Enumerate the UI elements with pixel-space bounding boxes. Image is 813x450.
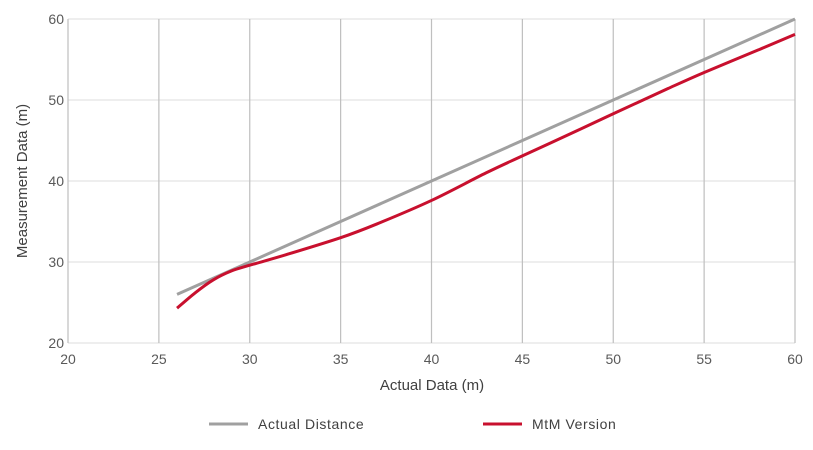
legend-label-actual-distance: Actual Distance bbox=[258, 416, 364, 432]
x-tick-label-3: 35 bbox=[333, 351, 349, 367]
x-axis-ticks: 20 25 30 35 40 45 50 55 60 bbox=[60, 351, 803, 367]
x-tick-label-5: 45 bbox=[515, 351, 531, 367]
series-line-actual-distance bbox=[176, 17, 796, 296]
x-tick-label-2: 30 bbox=[242, 351, 258, 367]
x-tick-label-0: 20 bbox=[60, 351, 76, 367]
x-tick-label-7: 55 bbox=[696, 351, 712, 367]
y-tick-label-1: 30 bbox=[48, 254, 64, 270]
y-tick-label-2: 40 bbox=[48, 173, 64, 189]
plot-series bbox=[176, 17, 796, 310]
y-tick-label-4: 60 bbox=[48, 11, 64, 27]
y-tick-label-0: 20 bbox=[48, 335, 64, 351]
y-axis-title: Measurement Data (m) bbox=[14, 104, 31, 258]
x-tick-label-4: 40 bbox=[424, 351, 440, 367]
x-tick-label-1: 25 bbox=[151, 351, 167, 367]
y-tick-label-3: 50 bbox=[48, 92, 64, 108]
x-axis-title: Actual Data (m) bbox=[380, 377, 484, 394]
y-axis-ticks: 20 30 40 50 60 bbox=[48, 11, 64, 351]
x-tick-label-8: 60 bbox=[787, 351, 803, 367]
x-tick-label-6: 50 bbox=[605, 351, 621, 367]
grid bbox=[67, 18, 796, 344]
series-line-mtm-version bbox=[176, 33, 796, 310]
legend-label-mtm-version: MtM Version bbox=[532, 416, 616, 432]
legend: Actual Distance MtM Version bbox=[209, 416, 616, 432]
